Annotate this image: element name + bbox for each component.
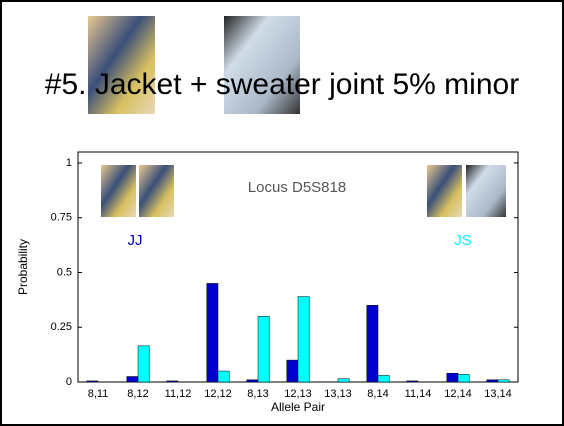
bar [486,379,499,383]
js-photo [466,165,506,217]
legend-label: JJ [128,232,143,249]
bar [246,379,259,383]
bar [457,374,470,383]
y-tick-label: 0 [66,376,72,388]
x-tick-label: 12,12 [204,388,232,400]
bar [497,379,510,383]
bar [286,359,299,383]
y-tick-label: 0.5 [57,266,72,278]
x-tick-label: 12,14 [444,388,472,400]
bar [86,380,99,383]
bar [366,305,379,383]
bar [137,345,150,383]
x-tick-label: 12,13 [284,388,312,400]
bar [446,372,459,383]
x-tick-label: 13,13 [324,388,352,400]
bar [377,375,390,383]
x-tick-label: 11,14 [405,388,432,400]
bar [257,316,270,383]
js-photo [427,165,462,217]
bar [406,380,419,383]
sweater-photo [224,16,300,114]
bar [126,376,139,383]
y-tick-label: 1 [66,157,72,169]
x-tick-label: 8,13 [247,388,268,400]
y-tick-label: 0.75 [51,212,72,224]
slide-title: #5. Jacket + sweater joint 5% minor [45,68,519,101]
x-tick-label: 11,12 [165,388,192,400]
jj-photo [139,165,174,217]
chart-title: Locus D5S818 [248,179,346,196]
bar [217,370,230,383]
legend-label: JS [454,232,472,249]
x-tick-label: 8,11 [88,388,109,400]
jacket-photo [88,16,155,114]
x-tick-label: 8,14 [367,388,388,400]
x-tick-label: 13,14 [484,388,512,400]
y-axis-label: Probability [16,239,30,295]
y-tick-label: 0.25 [51,321,72,333]
x-tick-label: 8,12 [127,388,148,400]
jj-photo [101,165,136,217]
bar [337,378,350,383]
bar [206,283,219,383]
bar [297,296,310,383]
x-axis-label: Allele Pair [271,400,325,414]
bar [166,380,179,383]
